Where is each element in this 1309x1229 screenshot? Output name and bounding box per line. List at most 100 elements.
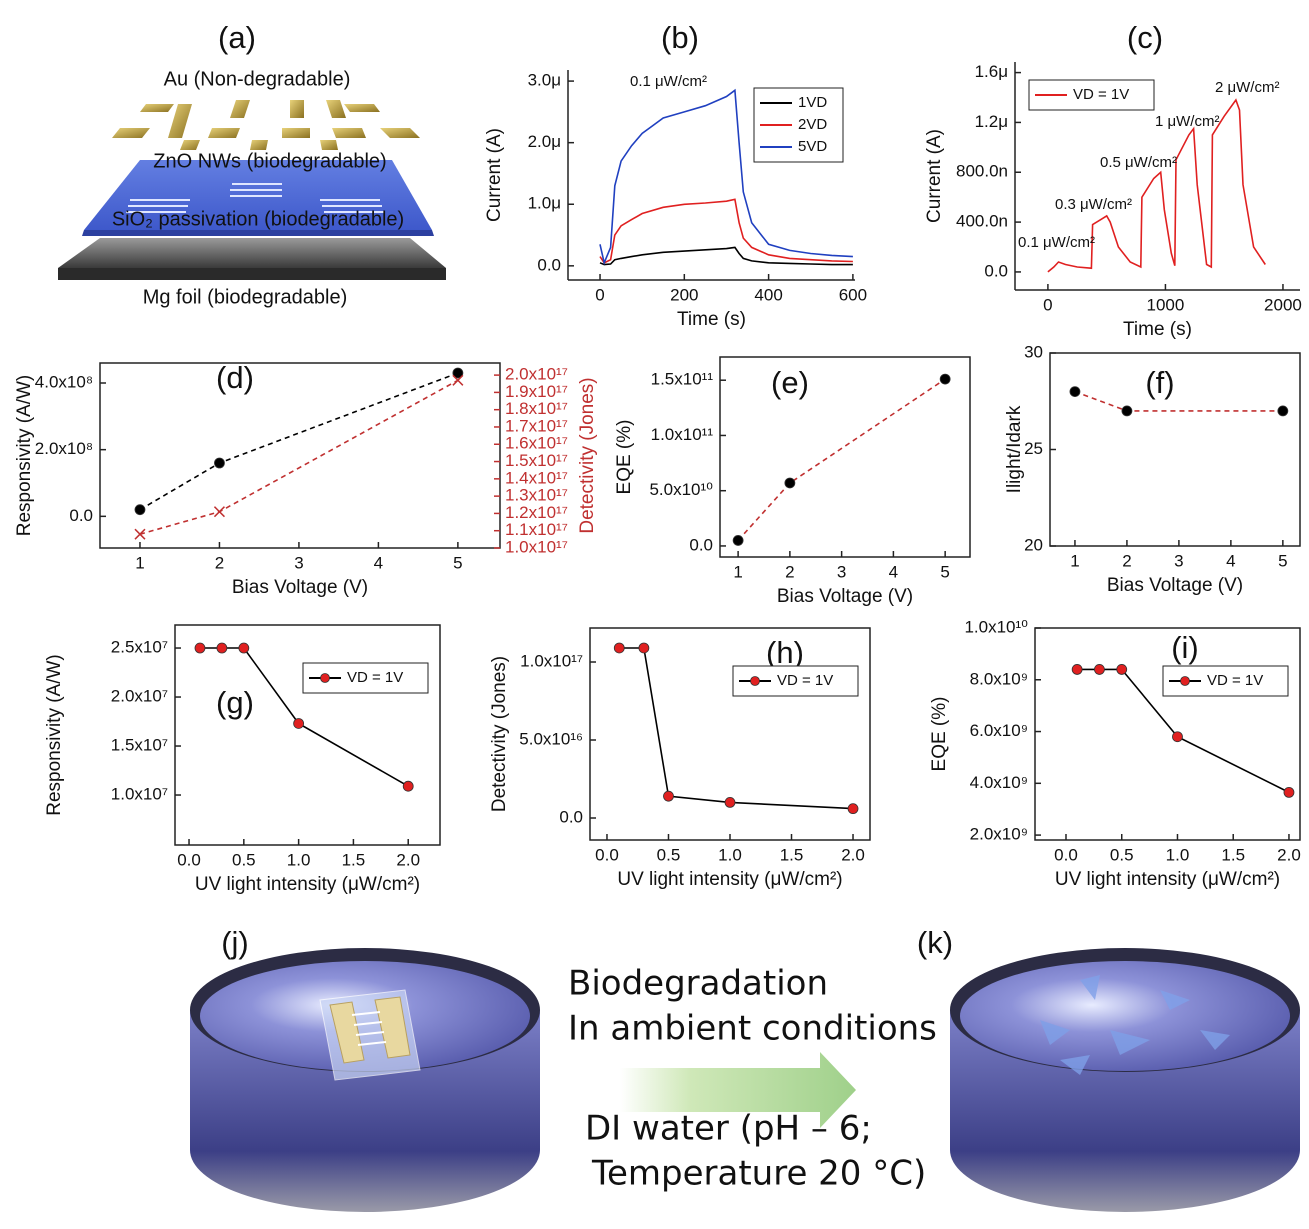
- x-tick-label: 3: [837, 562, 846, 581]
- marker: [1122, 406, 1132, 416]
- device-illustration: (a) Au (Non-degradable) ZnO NWs (biodegr…: [58, 20, 446, 308]
- caption: DI water (pH – 6;: [585, 1109, 872, 1149]
- y2-tick-label: 2.0x10¹⁷: [505, 365, 568, 384]
- annotation: 1 μW/cm²: [1155, 113, 1219, 130]
- y-tick-label: 1.0μ: [528, 194, 561, 213]
- y-tick-label: 0.0: [984, 261, 1008, 280]
- x-axis-title: Bias Voltage (V): [777, 586, 913, 607]
- marker: [1117, 664, 1127, 674]
- y-axis-title: EQE (%): [929, 697, 950, 772]
- plot-frame: [1035, 628, 1300, 840]
- y-tick-label: 2.0x10⁹: [970, 825, 1028, 844]
- x-tick-label: 5: [1278, 551, 1287, 570]
- series-line: [600, 247, 853, 264]
- legend-label: VD = 1V: [1073, 86, 1129, 103]
- legend-label: VD = 1V: [777, 672, 833, 689]
- x-tick-label: 1.0: [1166, 845, 1190, 864]
- y-tick-label: 1.2μ: [975, 112, 1008, 131]
- y-axis-title: Current (A): [924, 129, 945, 223]
- panel-label: (a): [218, 20, 256, 55]
- marker: [1070, 387, 1080, 397]
- y-axis-title: Current (A): [484, 128, 505, 222]
- y-tick-label: 30: [1024, 342, 1043, 361]
- y2-tick-label: 1.8x10¹⁷: [505, 399, 568, 418]
- x-tick-label: 0: [595, 285, 604, 304]
- y-tick-label: 1.6μ: [975, 62, 1008, 81]
- y-tick-label: 4.0x10⁹: [970, 773, 1028, 792]
- x-axis-title: UV light intensity (μW/cm²): [1055, 869, 1280, 890]
- x-tick-label: 5: [940, 562, 949, 581]
- annotation: 0.1 μW/cm²: [1018, 234, 1095, 251]
- x-tick-label: 1.5: [1221, 845, 1245, 864]
- marker: [940, 374, 950, 384]
- marker: [135, 505, 145, 515]
- x-tick-label: 0.5: [1110, 845, 1134, 864]
- y-tick-label: 0.0: [69, 506, 93, 525]
- x-tick-label: 1: [1070, 551, 1079, 570]
- panel-label: (e): [771, 365, 809, 400]
- panel-label: (g): [216, 685, 254, 720]
- panel-label: (b): [661, 20, 699, 55]
- x-tick-label: 2.0: [841, 845, 865, 864]
- y-tick-label: 6.0x10⁹: [970, 721, 1028, 740]
- x-tick-label: 3: [294, 553, 303, 572]
- y-tick-label: 1.0x10¹⁰: [964, 617, 1028, 636]
- x-tick-label: 1.5: [342, 850, 366, 869]
- panel-label: (j): [221, 925, 249, 960]
- x-tick-label: 5: [453, 553, 462, 572]
- x-tick-label: 2: [215, 553, 224, 572]
- y-tick-label: 0.0: [689, 535, 713, 554]
- x-tick-label: 1.0: [718, 845, 742, 864]
- marker: [733, 535, 743, 545]
- y2-tick-label: 1.7x10¹⁷: [505, 416, 568, 435]
- y-tick-label: 5.0x10¹⁶: [519, 729, 583, 748]
- plot-frame: [720, 357, 970, 557]
- annotation: 0.5 μW/cm²: [1100, 154, 1177, 171]
- y-tick-label: 3.0μ: [528, 71, 561, 90]
- panel-label: (h): [766, 635, 804, 670]
- legend-marker: [751, 677, 760, 686]
- y-tick-label: 1.0x10⁷: [111, 785, 168, 804]
- y-axis-title: Responsivity (A/W): [14, 375, 35, 537]
- marker: [725, 797, 735, 807]
- x-tick-label: 0.5: [232, 850, 256, 869]
- marker: [135, 529, 145, 539]
- caption: Temperature 20 °C): [591, 1154, 926, 1194]
- marker: [639, 643, 649, 653]
- x-axis-title: Time (s): [1123, 319, 1192, 340]
- y2-tick-label: 1.1x10¹⁷: [505, 520, 568, 539]
- marker: [214, 458, 224, 468]
- y2-tick-label: 1.4x10¹⁷: [505, 468, 568, 487]
- legend-label: VD = 1V: [347, 669, 403, 686]
- caption: Biodegradation: [568, 964, 828, 1004]
- legend-label: 5VD: [798, 138, 827, 155]
- series-line: [140, 373, 458, 510]
- panel-label: (d): [216, 360, 254, 395]
- marker: [1072, 664, 1082, 674]
- x-tick-label: 1.0: [287, 850, 311, 869]
- marker: [214, 507, 224, 517]
- x-tick-label: 3: [1174, 551, 1183, 570]
- y-axis-title: Ilight/Idark: [1004, 405, 1025, 493]
- y-tick-label: 1.0x10¹⁷: [520, 651, 583, 670]
- x-tick-label: 2000: [1264, 295, 1302, 314]
- series-line: [140, 380, 458, 534]
- x-tick-label: 1000: [1147, 295, 1185, 314]
- x-tick-label: 4: [1226, 551, 1235, 570]
- y-tick-label: 0.0: [559, 807, 583, 826]
- x-tick-label: 4: [889, 562, 898, 581]
- plot-frame: [175, 625, 440, 845]
- x-tick-label: 0.0: [595, 845, 619, 864]
- x-axis-title: Time (s): [677, 309, 746, 330]
- y-tick-label: 1.0x10¹¹: [651, 425, 714, 444]
- marker: [217, 643, 227, 653]
- marker: [1284, 787, 1294, 797]
- y-tick-label: 400.0n: [956, 212, 1008, 231]
- plot-frame: [1050, 353, 1300, 546]
- marker: [195, 643, 205, 653]
- x-axis-title: Bias Voltage (V): [232, 577, 368, 598]
- x-tick-label: 4: [374, 553, 383, 572]
- panel-label: (f): [1145, 365, 1174, 400]
- legend-marker: [321, 674, 330, 683]
- x-tick-label: 0: [1043, 295, 1052, 314]
